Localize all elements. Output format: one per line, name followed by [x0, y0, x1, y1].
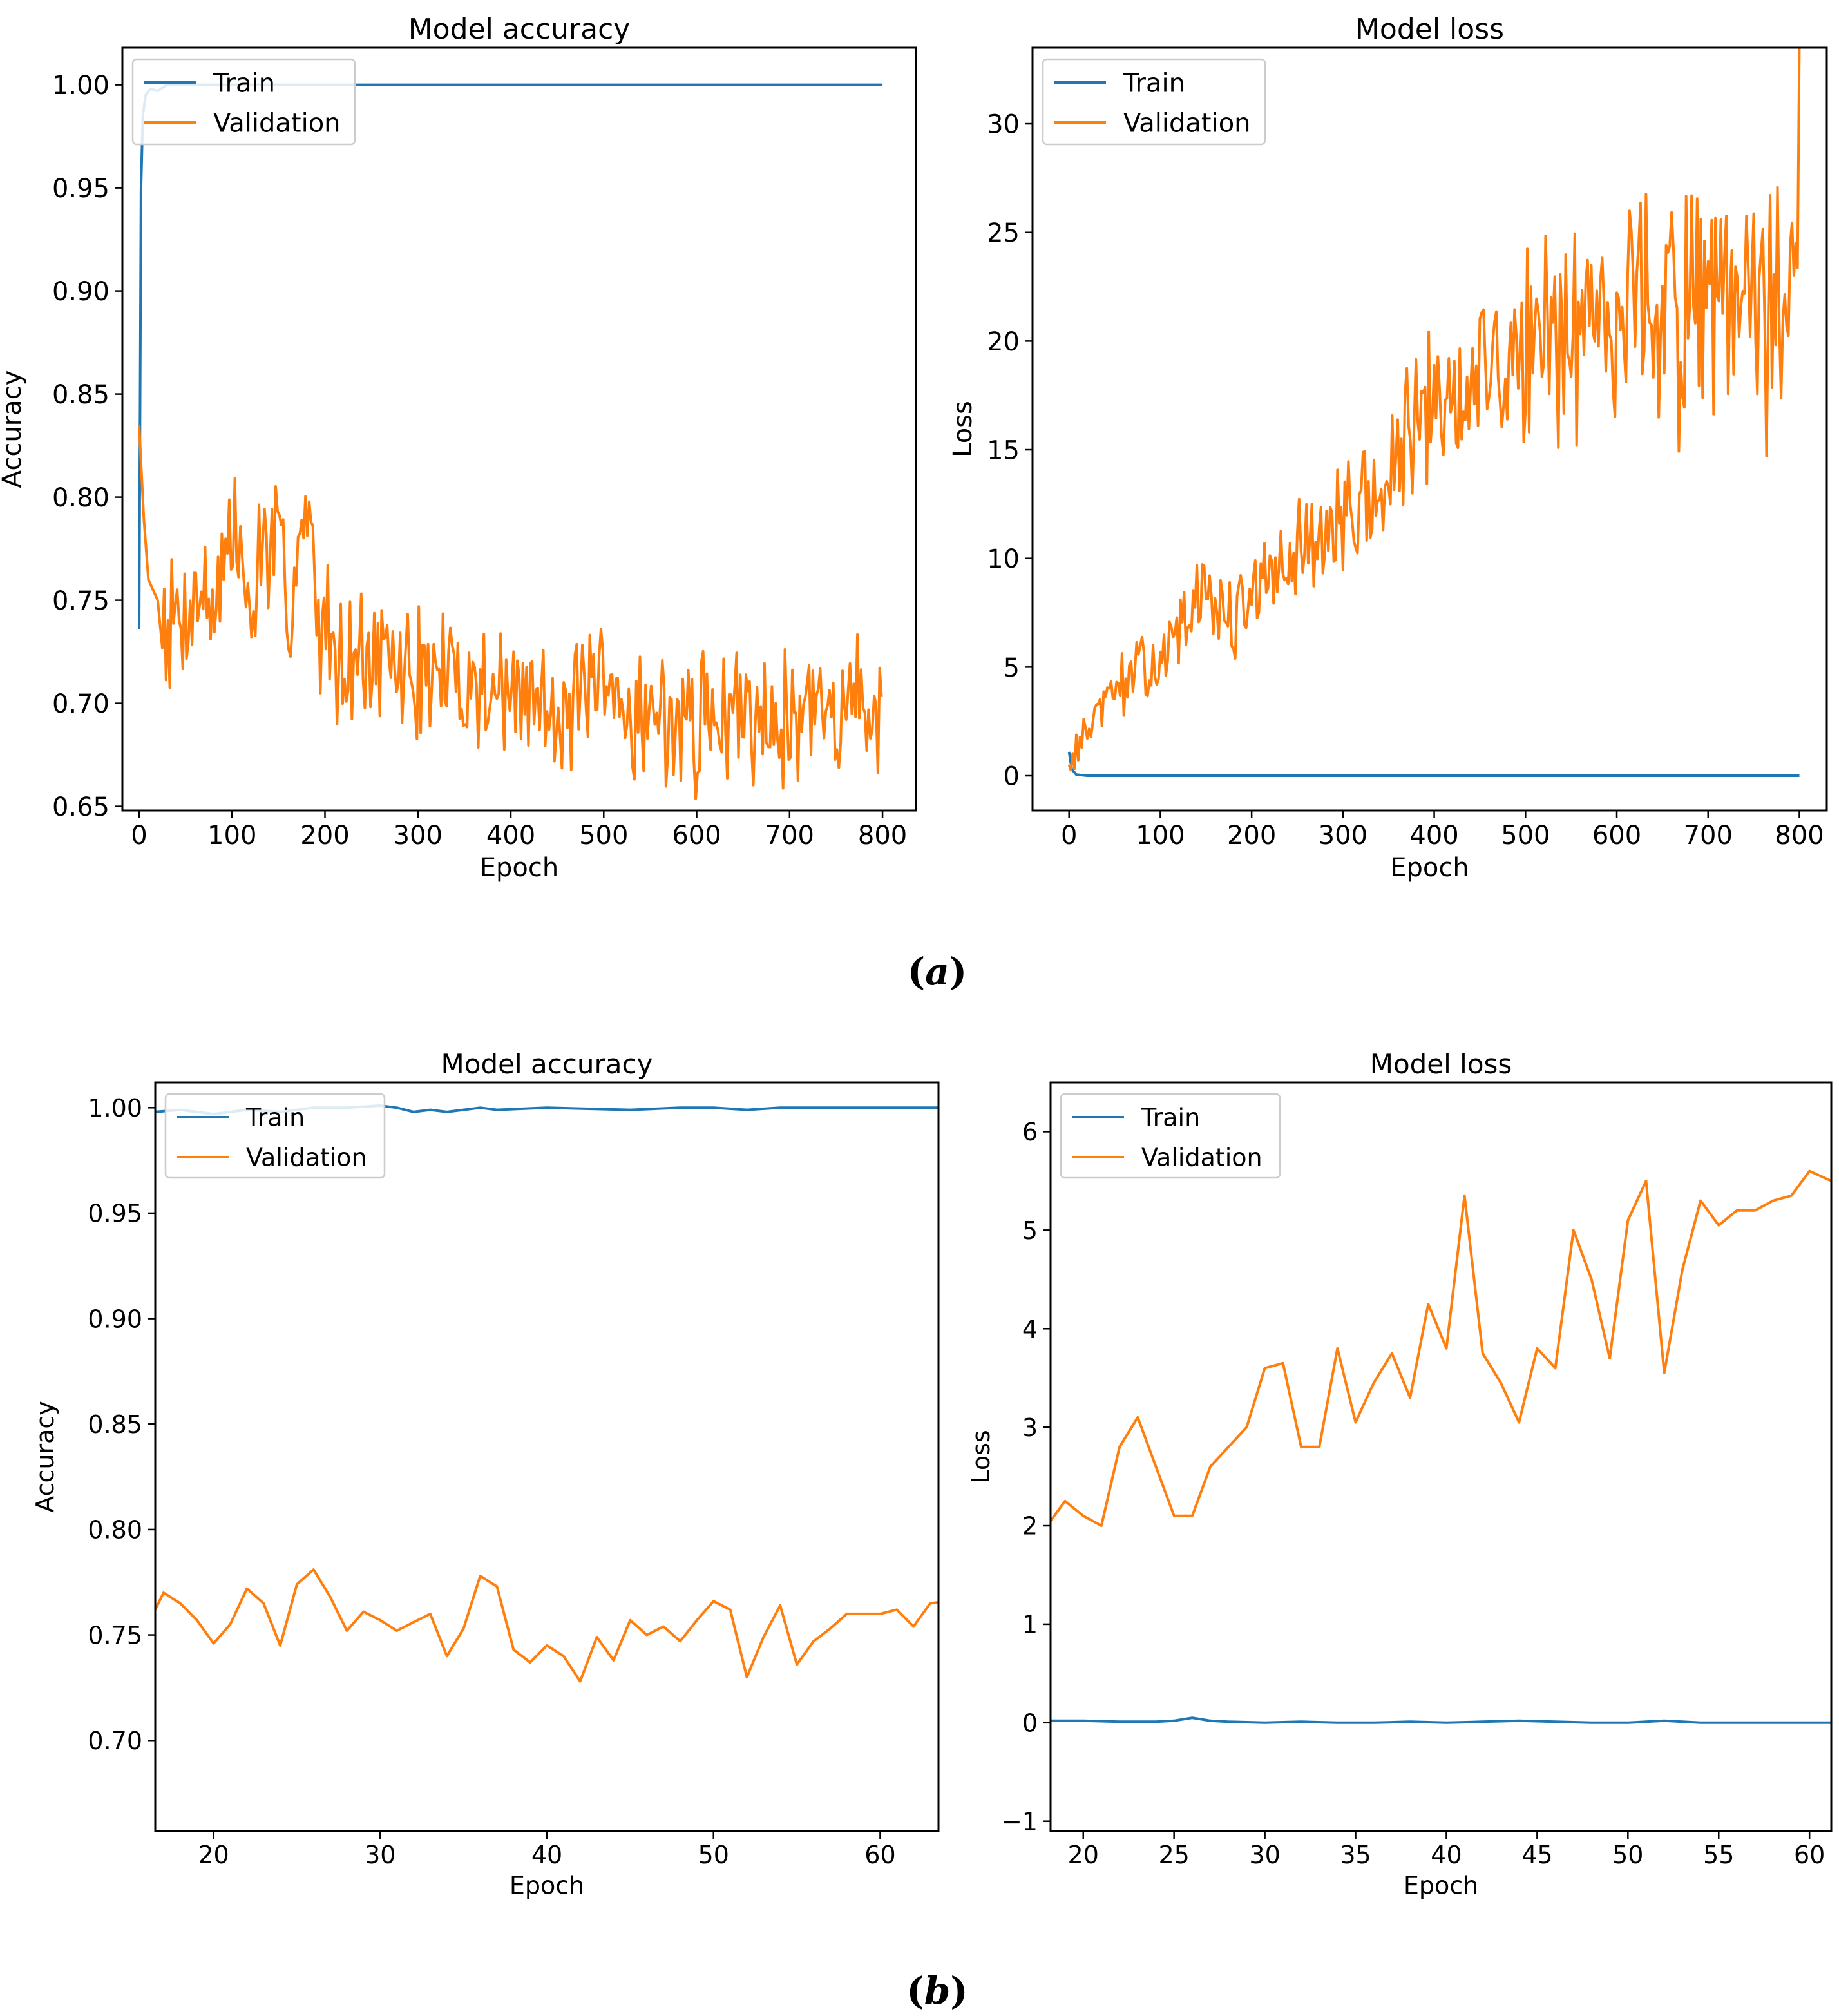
x-tick-label: 700: [765, 821, 814, 850]
x-tick-label: 25: [1158, 1841, 1189, 1869]
y-tick-label: 5: [1022, 1216, 1038, 1245]
y-axis-label: Accuracy: [31, 1401, 59, 1513]
x-tick-label: 100: [1136, 821, 1185, 850]
y-tick-label: 0.75: [88, 1621, 142, 1649]
y-tick-label: 0: [1004, 762, 1020, 791]
series-line-validation: [1067, 48, 1801, 772]
legend-label-train: Train: [213, 68, 275, 98]
y-tick-label: 3: [1022, 1414, 1038, 1442]
axes-frame: [1049, 1081, 1833, 1832]
y-axis-label: Loss: [967, 1430, 995, 1483]
x-tick-label: 200: [1227, 821, 1276, 850]
y-tick-label: 0: [1022, 1709, 1038, 1737]
y-tick-label: 1: [1022, 1611, 1038, 1639]
x-tick-label: 60: [1794, 1841, 1825, 1869]
y-axis-label: Accuracy: [0, 370, 27, 488]
x-tick-label: 700: [1684, 821, 1733, 850]
x-tick-label: 400: [486, 821, 535, 850]
y-tick-label: 0.90: [88, 1305, 142, 1333]
y-axis-label: Loss: [948, 401, 978, 457]
x-tick-label: 100: [207, 821, 256, 850]
x-tick-label: 600: [672, 821, 721, 850]
x-tick-label: 20: [198, 1841, 229, 1869]
y-tick-label: −1: [1002, 1807, 1038, 1836]
chart-b-accuracy: Model accuracy 20 30 40 50 60 0.70 0.75 0.80 0.85…: [31, 1048, 940, 1900]
y-tick-label: 1.00: [88, 1094, 142, 1122]
y-tick-label: 0.85: [88, 1410, 142, 1439]
x-tick-label: 20: [1068, 1841, 1099, 1869]
y-tick-label: 0.80: [88, 1516, 142, 1544]
x-tick-label: 40: [1431, 1841, 1462, 1869]
x-tick-label: 30: [365, 1841, 395, 1869]
chart-title: Model accuracy: [408, 13, 631, 46]
chart-title: Model loss: [1355, 13, 1504, 46]
x-tick-label: 55: [1703, 1841, 1734, 1869]
x-tick-label: 500: [579, 821, 628, 850]
y-tick-label: 4: [1022, 1315, 1038, 1343]
y-tick-label: 0.95: [88, 1200, 142, 1228]
axes-frame: [1031, 46, 1828, 812]
panel-label-a: (a): [908, 950, 967, 994]
y-tick-label: 10: [987, 544, 1020, 574]
y-tick-label: 2: [1022, 1512, 1038, 1541]
x-tick-label: 50: [1612, 1841, 1643, 1869]
y-tick-label: 0.85: [52, 380, 110, 410]
x-tick-label: 800: [1775, 821, 1824, 850]
legend-label-validation: Validation: [246, 1144, 367, 1172]
series-line-validation: [1051, 1169, 1831, 1527]
y-tick-label: 25: [987, 218, 1020, 248]
chart-title: Model accuracy: [441, 1048, 653, 1080]
x-tick-label: 300: [394, 821, 443, 850]
x-tick-label: 500: [1501, 821, 1550, 850]
y-tick-label: 1.00: [52, 71, 110, 101]
x-tick-label: 30: [1249, 1841, 1280, 1869]
axes-frame: [121, 46, 917, 812]
x-axis-label: Epoch: [1390, 853, 1469, 883]
panel-label-b: (b): [906, 1969, 967, 2013]
legend-label-validation: Validation: [1123, 108, 1251, 138]
y-tick-label: 0.80: [52, 483, 110, 513]
x-tick-label: 400: [1409, 821, 1458, 850]
y-tick-label: 5: [1004, 653, 1020, 683]
x-tick-label: 0: [131, 821, 147, 850]
x-tick-label: 40: [531, 1841, 562, 1869]
y-tick-label: 20: [987, 327, 1020, 357]
y-tick-label: 0.70: [52, 689, 110, 719]
x-tick-label: 60: [864, 1841, 895, 1869]
x-axis-label: Epoch: [1404, 1872, 1478, 1900]
series-line-train: [1051, 1716, 1831, 1724]
legend-label-validation: Validation: [213, 108, 341, 138]
chart-a-loss: Model loss 0 100 200 300 400 500 600 700 800 0 5 10 1…: [948, 13, 1828, 883]
chart-a-accuracy: Model accuracy 0 100 200 300 400 500 600 700 800 0…: [0, 13, 917, 883]
y-tick-label: 0.90: [52, 277, 110, 307]
x-tick-label: 300: [1319, 821, 1367, 850]
x-tick-label: 45: [1521, 1841, 1552, 1869]
legend-label-train: Train: [1123, 68, 1185, 98]
x-tick-label: 600: [1592, 821, 1641, 850]
y-tick-label: 30: [987, 110, 1020, 139]
x-axis-label: Epoch: [510, 1872, 584, 1900]
x-tick-label: 35: [1340, 1841, 1371, 1869]
x-tick-label: 50: [698, 1841, 729, 1869]
legend-label-train: Train: [1141, 1104, 1200, 1132]
series-line-validation: [155, 1568, 939, 1683]
x-tick-label: 200: [300, 821, 349, 850]
y-tick-label: 0.65: [52, 792, 110, 822]
legend-label-validation: Validation: [1141, 1144, 1263, 1172]
y-tick-label: 6: [1022, 1118, 1038, 1146]
chart-title: Model loss: [1370, 1048, 1512, 1080]
x-tick-label: 0: [1061, 821, 1077, 850]
y-tick-label: 0.95: [52, 174, 110, 204]
y-tick-label: 0.70: [88, 1727, 142, 1755]
x-tick-label: 800: [858, 821, 907, 850]
y-tick-label: 0.75: [52, 586, 110, 616]
legend-label-train: Train: [245, 1104, 305, 1132]
series-line-validation: [138, 425, 883, 800]
x-axis-label: Epoch: [480, 853, 558, 883]
y-tick-label: 15: [987, 436, 1020, 465]
